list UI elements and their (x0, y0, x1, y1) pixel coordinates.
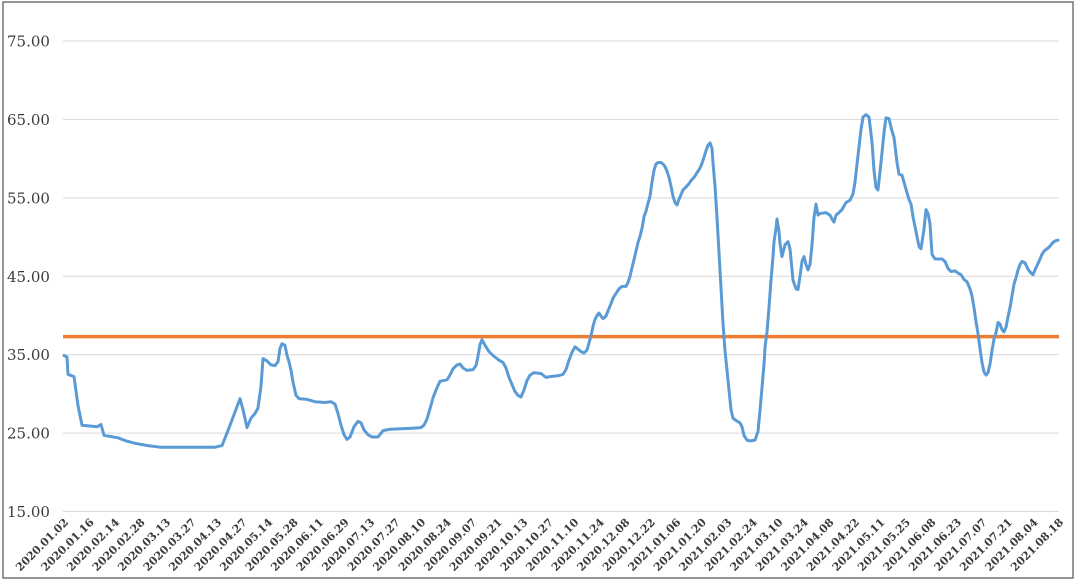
y-axis-tick-label: 15.00 (7, 503, 50, 521)
y-axis-tick-label: 35.00 (7, 346, 50, 364)
y-axis-tick-label: 45.00 (7, 268, 50, 286)
y-axis-tick-label: 65.00 (7, 111, 50, 129)
price-line-series (62, 113, 1060, 449)
y-axis-tick-label: 25.00 (7, 425, 50, 443)
y-axis-tick-label: 55.00 (7, 189, 50, 207)
y-axis-tick-label: 75.00 (7, 33, 50, 51)
